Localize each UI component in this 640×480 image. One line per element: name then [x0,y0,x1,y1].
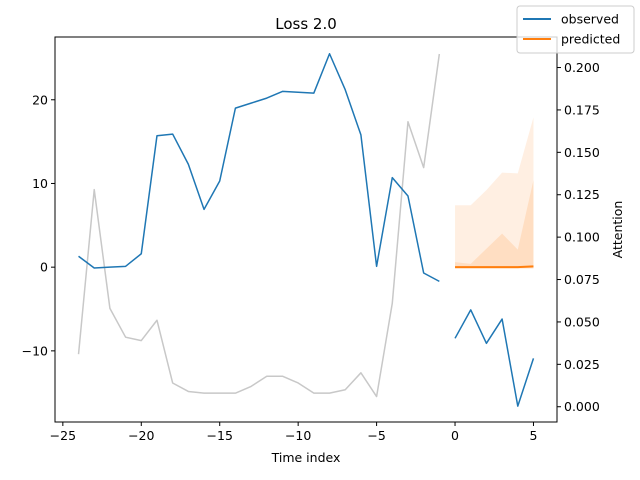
y-left-tick-label: 0 [40,260,48,275]
observed-line-0 [78,52,440,283]
y-left-tick-label: 20 [32,92,48,107]
legend-label-observed: observed [561,12,619,27]
observed-line-1 [454,309,535,407]
x-tick-label: −20 [128,428,154,443]
x-tick-label: −15 [207,428,233,443]
predicted-line-2 [455,265,534,269]
attention-line-3 [77,53,441,398]
axes-frame [54,36,558,423]
prediction-band-1 [455,180,534,268]
y-right-tick-label: 0.050 [564,314,600,329]
x-axis: −25 −20 −15 −10 −5 0 5 [50,422,537,443]
y-right-tick-label: 0.125 [564,187,600,202]
y-axis-left: −10 0 10 20 [22,92,55,358]
y-right-tick-label: 0.075 [564,272,600,287]
legend: observed predicted [516,5,635,54]
y-right-tick-label: 0.000 [564,399,600,414]
legend-label-predicted: predicted [561,32,620,47]
y-right-tick-label: 0.025 [564,357,600,372]
y-right-tick-label: 0.200 [564,60,600,75]
y-left-tick-label: −10 [22,343,48,358]
chart-title: Loss 2.0 [275,15,337,33]
y-right-tick-label: 0.100 [564,230,600,245]
legend-box [516,5,635,54]
x-tick-label: −25 [50,428,76,443]
x-tick-label: −5 [367,428,385,443]
y-left-tick-label: 10 [32,176,48,191]
prediction-band-0 [455,117,534,269]
plot-layer [77,52,535,407]
x-tick-label: 0 [451,428,459,443]
x-axis-title: Time index [271,450,341,465]
y-axis-right: 0.000 0.025 0.050 0.075 0.100 0.125 0.150 0.175… [557,60,600,414]
y-axis-right-title: Attention [610,201,625,259]
y-right-tick-label: 0.150 [564,145,600,160]
x-tick-label: −10 [285,428,311,443]
y-right-tick-label: 0.175 [564,102,600,117]
x-tick-label: 5 [529,428,537,443]
